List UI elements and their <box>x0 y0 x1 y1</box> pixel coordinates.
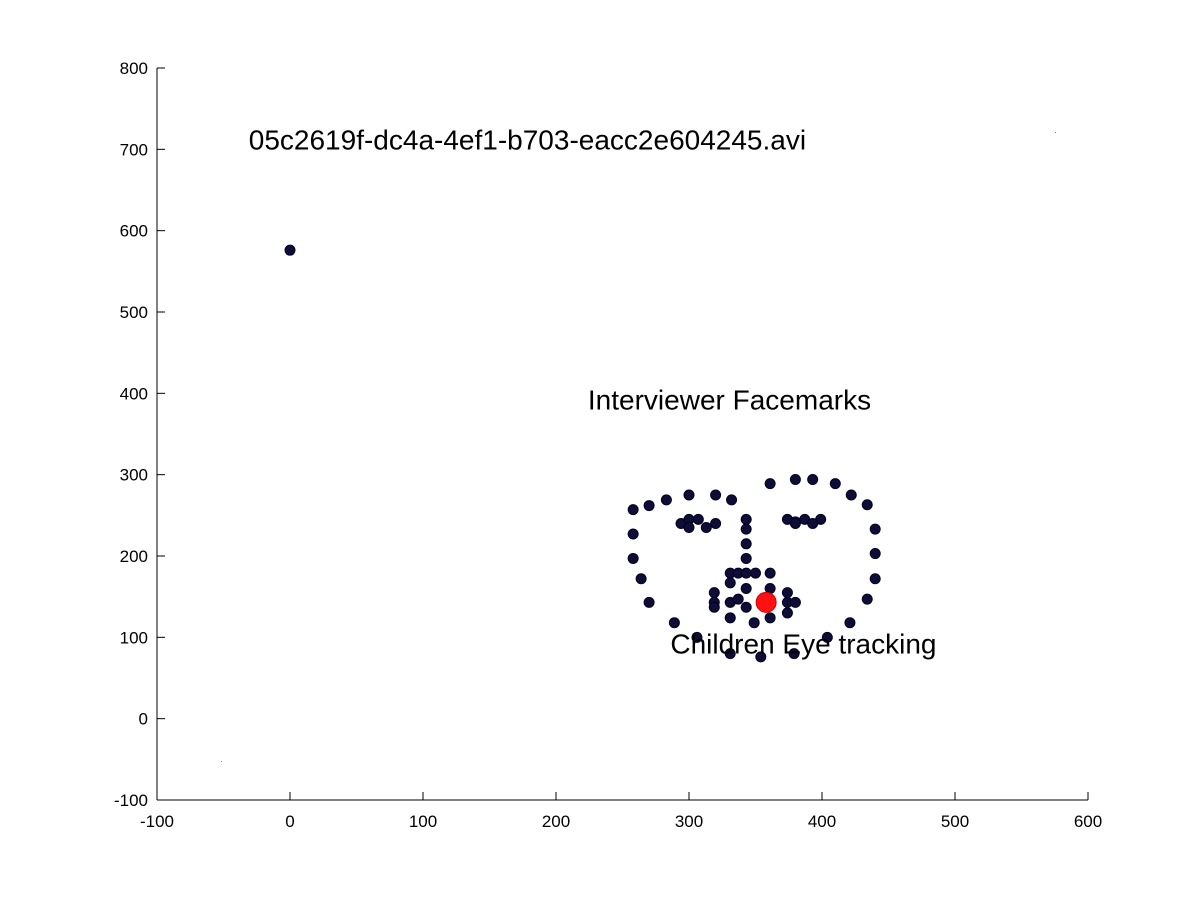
x-tick-label: -100 <box>140 812 174 831</box>
facemark-point <box>740 567 752 579</box>
x-tick-label: 0 <box>285 812 294 831</box>
x-tick-label: 200 <box>542 812 570 831</box>
stray-marks <box>221 132 1056 762</box>
facemark-point <box>869 573 881 585</box>
y-tick-label: 200 <box>120 547 148 566</box>
facemark-point <box>724 577 736 589</box>
annotation-text: Children Eye tracking <box>670 629 936 660</box>
facemark-point <box>740 523 752 535</box>
facemark-point <box>740 601 752 613</box>
facemark-point <box>781 607 793 619</box>
facemark-point <box>740 583 752 595</box>
facemark-point <box>668 617 680 629</box>
facemark-point <box>789 596 801 608</box>
y-tick-label: 500 <box>120 303 148 322</box>
x-tick-label: 300 <box>675 812 703 831</box>
y-tick-label: 100 <box>120 628 148 647</box>
facemark-point <box>726 494 738 506</box>
facemark-point <box>700 522 712 534</box>
facemark-point <box>869 523 881 535</box>
facemark-point <box>660 494 672 506</box>
stray-pixel <box>221 761 222 762</box>
facemark-point <box>845 489 857 501</box>
facemark-point <box>788 648 800 660</box>
facemark-point <box>789 517 801 529</box>
facemark-point <box>789 474 801 486</box>
facemark-point <box>732 593 744 605</box>
facemark-point <box>643 500 655 512</box>
facemark-point <box>748 617 760 629</box>
annotations: 05c2619f-dc4a-4ef1-b703-eacc2e604245.avi… <box>249 124 937 659</box>
y-tick-label: 400 <box>120 384 148 403</box>
facemark-point <box>807 474 819 486</box>
eye-tracking-point <box>755 591 777 613</box>
y-tick-label: 600 <box>120 222 148 241</box>
ticks: -100 0 100 200 300 400 500 600 -100 0 100 200 300 400… <box>114 59 1102 831</box>
facemark-point <box>821 631 833 643</box>
facemark-point <box>861 499 873 511</box>
x-tick-label: 100 <box>409 812 437 831</box>
axes <box>156 68 1088 801</box>
facemark-point <box>635 573 647 585</box>
data-points <box>284 244 881 663</box>
annotation-text: 05c2619f-dc4a-4ef1-b703-eacc2e604245.avi <box>249 124 806 155</box>
facemark-point <box>764 567 776 579</box>
facemark-point <box>627 528 639 540</box>
facemark-point <box>844 617 856 629</box>
facemark-point <box>781 587 793 599</box>
facemark-point <box>740 513 752 525</box>
facemark-point <box>740 538 752 550</box>
x-tick-label: 400 <box>808 812 836 831</box>
facemark-point <box>740 552 752 564</box>
facemark-point <box>627 552 639 564</box>
y-tick-label: 0 <box>139 710 148 729</box>
facemark-point <box>692 513 704 525</box>
facemark-point <box>643 596 655 608</box>
facemark-point <box>724 612 736 624</box>
facemark-point <box>764 478 776 490</box>
facemark-point <box>755 651 767 663</box>
y-tick-label: -100 <box>114 791 148 810</box>
annotation-text: Interviewer Facemarks <box>588 385 871 416</box>
facemark-point <box>284 244 296 256</box>
facemark-point <box>683 522 695 534</box>
y-tick-label: 300 <box>120 466 148 485</box>
facemark-point <box>710 489 722 501</box>
facemark-point <box>710 517 722 529</box>
facemark-point <box>683 489 695 501</box>
facemark-point <box>764 612 776 624</box>
x-tick-label: 500 <box>941 812 969 831</box>
facemark-point <box>708 587 720 599</box>
facemark-point <box>861 593 873 605</box>
facemark-point <box>829 478 841 490</box>
facemark-point <box>724 648 736 660</box>
stray-pixel <box>1055 132 1056 133</box>
x-tick-label: 600 <box>1074 812 1102 831</box>
y-tick-label: 800 <box>120 59 148 78</box>
facemark-point <box>869 548 881 560</box>
facemark-point <box>708 601 720 613</box>
facemark-point <box>807 517 819 529</box>
facemark-point <box>691 631 703 643</box>
facemark-point <box>750 567 761 579</box>
y-tick-label: 700 <box>120 140 148 159</box>
facemark-point <box>627 504 639 516</box>
